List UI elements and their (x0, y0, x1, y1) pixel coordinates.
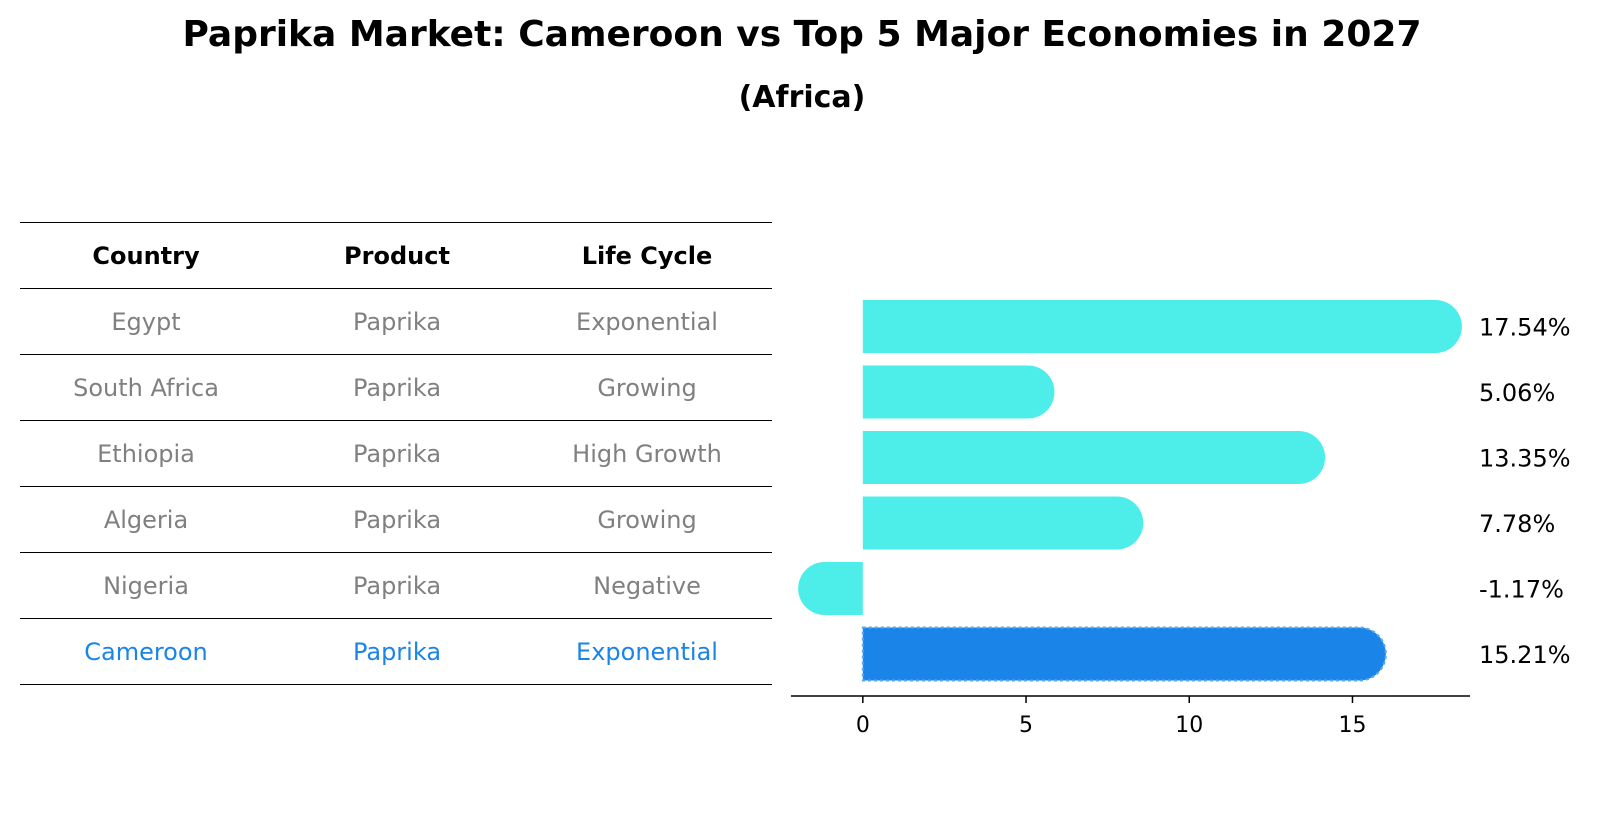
cell-product: Paprika (272, 288, 522, 355)
cell-country: Cameroon (20, 618, 272, 685)
cell-product: Paprika (272, 354, 522, 421)
cell-product: Paprika (272, 618, 522, 685)
cell-life-cycle: Growing (522, 486, 772, 553)
bar-algeria (862, 496, 1144, 550)
x-tick-label: 15 (1338, 713, 1366, 738)
table-row: Egypt Paprika Exponential (20, 288, 772, 355)
bar-nigeria (798, 562, 863, 615)
x-tick-label: 5 (1019, 713, 1033, 738)
value-label: 7.78% (1479, 510, 1555, 538)
table-row: South Africa Paprika Growing (20, 354, 772, 421)
header-country: Country (20, 222, 272, 289)
chart-subtitle: (Africa) (738, 80, 866, 115)
bar-south-africa (862, 365, 1055, 419)
value-label: 13.35% (1479, 445, 1571, 473)
cell-life-cycle: High Growth (522, 420, 772, 487)
bar-ethiopia (862, 431, 1326, 484)
cell-country: Nigeria (20, 552, 272, 619)
bar-egypt (862, 300, 1462, 353)
header-life-cycle: Life Cycle (522, 222, 772, 289)
table-row: Ethiopia Paprika High Growth (20, 420, 772, 487)
cell-life-cycle: Exponential (522, 288, 772, 355)
cell-life-cycle: Negative (522, 552, 772, 619)
table-row: Algeria Paprika Growing (20, 486, 772, 553)
cell-life-cycle: Exponential (522, 618, 772, 685)
table-header-row: Country Product Life Cycle (20, 222, 772, 289)
cell-product: Paprika (272, 552, 522, 619)
x-tick-label: 10 (1175, 713, 1203, 738)
cell-life-cycle: Growing (522, 354, 772, 421)
cell-country: Egypt (20, 288, 272, 355)
value-label: 17.54% (1479, 314, 1571, 342)
table-row: Nigeria Paprika Negative (20, 552, 772, 619)
cell-country: Ethiopia (20, 420, 272, 487)
data-table: Country Product Life Cycle Egypt Paprika… (20, 222, 772, 685)
cell-country: South Africa (20, 354, 272, 421)
cell-product: Paprika (272, 486, 522, 553)
table-row-highlight: Cameroon Paprika Exponential (20, 618, 772, 685)
bar-cameroon (861, 626, 1387, 682)
value-label: -1.17% (1479, 576, 1564, 604)
cell-product: Paprika (272, 420, 522, 487)
value-label: 15.21% (1479, 641, 1571, 669)
chart-title: Paprika Market: Cameroon vs Top 5 Major … (182, 14, 1422, 55)
x-tick-label: 0 (856, 713, 870, 738)
cell-country: Algeria (20, 486, 272, 553)
header-product: Product (272, 222, 522, 289)
value-label: 5.06% (1479, 379, 1555, 407)
